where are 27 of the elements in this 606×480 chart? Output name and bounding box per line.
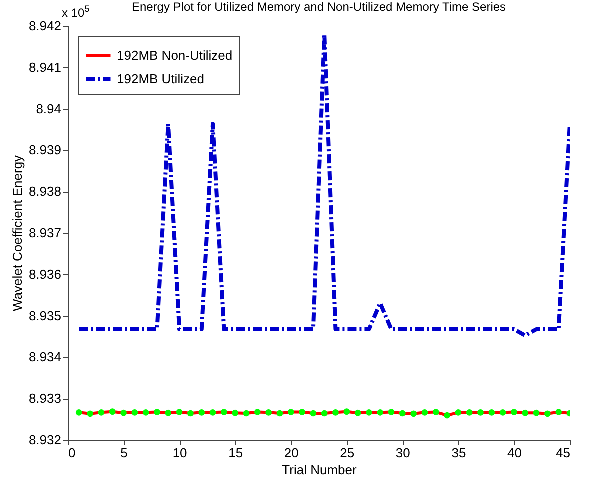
- legend-label: 192MB Non-Utilized: [117, 48, 233, 63]
- y-tick-label: 8.939: [28, 142, 62, 158]
- y-tick-label: 8.94: [36, 101, 62, 116]
- y-tick-label: 8.935: [28, 308, 62, 324]
- y-axis-title: Wavelet Coefficient Energy: [10, 154, 25, 312]
- x-tick-label: 30: [396, 446, 410, 460]
- x-tick-label: 25: [340, 446, 355, 460]
- y-tick-label: 8.941: [28, 60, 62, 75]
- x-tick-label: 0: [68, 446, 76, 460]
- y-tick-label: 8.933: [28, 391, 62, 406]
- legend-label: 192MB Utilized: [117, 72, 204, 86]
- text: x 10$^{5}$: [62, 4, 90, 20]
- x-axis-title: Trial Number: [282, 462, 358, 478]
- y-tick-label: 8.936: [28, 266, 62, 282]
- y-tick-label: 8.938: [28, 184, 62, 200]
- x-tick-label: 45: [556, 446, 570, 460]
- y-tick-label: 8.934: [28, 350, 62, 365]
- x-tick-label: 40: [507, 446, 522, 460]
- x-tick-label: 35: [452, 446, 466, 460]
- x-tick-label: 10: [172, 446, 188, 460]
- x-tick-label: 20: [284, 446, 299, 460]
- x-tick-label: 5: [120, 446, 128, 460]
- y-tick-label: 8.937: [28, 226, 62, 240]
- y-tick-label: 8.942: [28, 18, 62, 34]
- chart-title: Energy Plot for Utilized Memory and Non-Utilized Memory Time Series: [132, 0, 506, 14]
- x-tick-label: 15: [228, 446, 244, 460]
- y-tick-label: 8.932: [28, 432, 62, 448]
